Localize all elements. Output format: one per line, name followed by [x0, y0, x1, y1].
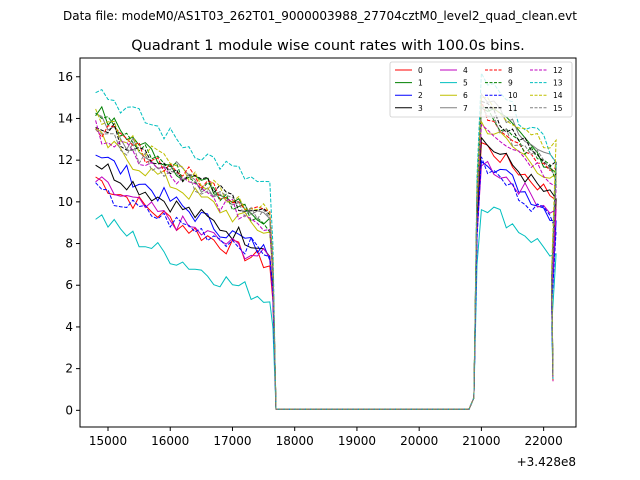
y-tick-label: 12 [58, 153, 73, 167]
legend-label-14: 14 [553, 91, 563, 100]
series-line-5 [95, 206, 557, 410]
suptitle: Data file: modeM0/AS1T03_262T01_90000039… [63, 9, 577, 23]
legend-label-5: 5 [463, 79, 468, 88]
legend-label-0: 0 [418, 66, 423, 75]
legend-label-1: 1 [418, 79, 423, 88]
x-tick-label: 17000 [213, 434, 251, 448]
y-tick-label: 4 [65, 320, 73, 334]
legend-label-12: 12 [553, 66, 563, 75]
x-offset-label: +3.428e8 [517, 455, 576, 469]
legend-box [389, 61, 573, 118]
legend-label-4: 4 [463, 66, 468, 75]
x-tick-label: 16000 [151, 434, 189, 448]
series-layer [95, 71, 557, 410]
y-tick-label: 10 [58, 195, 73, 209]
series-line-10 [95, 156, 557, 410]
legend-label-8: 8 [508, 66, 513, 75]
axes-frame [79, 57, 577, 428]
legend-label-13: 13 [553, 79, 563, 88]
legend-label-3: 3 [418, 104, 423, 113]
series-line-13 [95, 71, 557, 410]
x-tick-label: 22000 [525, 434, 563, 448]
legend-label-10: 10 [508, 91, 518, 100]
legend-label-9: 9 [508, 79, 513, 88]
series-line-15 [95, 104, 557, 410]
legend-label-7: 7 [463, 104, 468, 113]
x-tick-label: 15000 [89, 434, 127, 448]
legend-label-6: 6 [463, 91, 468, 100]
y-tick-label: 0 [65, 403, 73, 417]
x-tick-label: 20000 [400, 434, 438, 448]
y-tick-label: 16 [58, 70, 73, 84]
y-axis: 0 2 4 6 8 10 12 14 16 [58, 70, 80, 417]
legend-label-11: 11 [508, 104, 518, 113]
y-tick-label: 2 [65, 362, 73, 376]
x-tick-label: 18000 [276, 434, 314, 448]
plot-area: 15000 16000 17000 18000 19000 20000 21000 22000… [58, 57, 577, 469]
x-tick-label: 21000 [462, 434, 500, 448]
x-tick-label: 19000 [338, 434, 376, 448]
x-axis: 15000 16000 17000 18000 19000 20000 21000 22000 [89, 427, 563, 448]
y-tick-label: 14 [58, 111, 73, 125]
y-tick-label: 6 [65, 278, 73, 292]
y-tick-label: 8 [65, 237, 73, 251]
series-line-14 [95, 96, 557, 410]
chart-title: Quadrant 1 module wise count rates with … [131, 38, 525, 54]
legend-label-2: 2 [418, 91, 423, 100]
legend-label-15: 15 [553, 104, 563, 113]
